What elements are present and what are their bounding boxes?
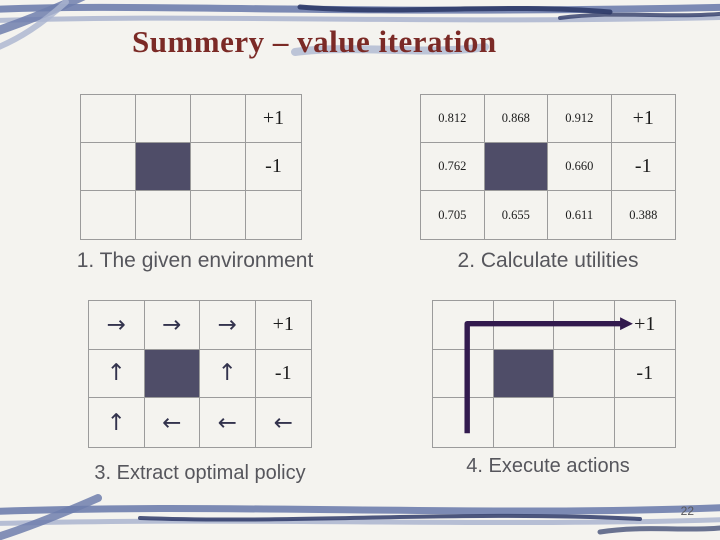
utility-cell: 0.912: [548, 95, 612, 143]
arrow-cell: ←: [273, 409, 293, 436]
arrow-cell: →: [89, 301, 145, 350]
brush-stroke: [0, 14, 720, 23]
caption-utilities: 2. Calculate utilities: [457, 249, 639, 272]
utility-cell: 0.762: [421, 143, 485, 191]
caption-execute: 4. Execute actions: [466, 455, 630, 477]
wall-cell: [493, 349, 554, 399]
grid-cell: [191, 95, 246, 143]
arrow-cell: ↑: [200, 349, 256, 399]
brush-stroke: [558, 11, 720, 20]
utility-cell: 0.660: [548, 143, 612, 191]
wall-cell: [144, 349, 200, 399]
grid-cell: [433, 301, 494, 350]
utility-cell: 0.655: [485, 191, 548, 239]
arrow-cell: ↑: [89, 349, 145, 399]
brush-stroke: [297, 4, 613, 15]
brush-stroke: [0, 504, 720, 515]
slide-title: Summery – value iteration: [132, 24, 497, 59]
grid-cell: [136, 95, 191, 143]
page-number: 22: [680, 504, 694, 518]
grid-cell: [615, 398, 676, 447]
grid-cell: [433, 398, 494, 447]
brush-stroke: [597, 525, 720, 535]
bottom-brush-decoration: [0, 494, 720, 540]
reward-cell: -1: [614, 350, 675, 399]
brush-stroke: [0, 0, 86, 35]
reward-cell: -1: [255, 350, 311, 399]
brush-stroke: [0, 3, 720, 14]
grid-cell: [554, 349, 615, 399]
reward-cell: +1: [614, 301, 675, 350]
utility-cell: 0.705: [421, 191, 485, 239]
utility-cell: 0.388: [629, 207, 658, 222]
reward-cell: -1: [611, 143, 675, 191]
utility-cell: 0.611: [548, 191, 612, 239]
reward-cell: -1: [246, 143, 301, 191]
grid-cell: [136, 191, 191, 239]
grid-cell: [191, 143, 246, 191]
reward-cell: +1: [246, 95, 301, 143]
execute-grid: +1 -1: [432, 300, 676, 448]
environment-grid: +1 -1: [80, 94, 302, 240]
grid-cell: [554, 301, 615, 350]
reward-cell: +1: [255, 301, 311, 350]
wall-cell: [484, 143, 548, 191]
reward-cell: +1: [611, 95, 675, 143]
grid-cell: [433, 349, 494, 399]
grid-cell: [246, 191, 301, 239]
arrow-cell: ←: [145, 398, 200, 447]
grid-cell: [191, 191, 246, 239]
caption-environment: 1. The given environment: [76, 249, 314, 272]
utility-cell: 0.812: [421, 95, 485, 143]
grid-cell: [81, 95, 136, 143]
caption-policy: 3. Extract optimal policy: [94, 462, 306, 484]
grid-cell: [81, 143, 136, 191]
grid-cell: [494, 398, 554, 447]
wall-cell: [136, 143, 191, 191]
brush-stroke: [0, 0, 69, 50]
brush-stroke: [0, 494, 102, 540]
arrow-cell: ←: [200, 398, 256, 447]
grid-cell: [493, 301, 554, 350]
arrow-cell: →: [200, 301, 256, 350]
grid-cell: [81, 191, 136, 239]
grid-cell: [554, 398, 615, 447]
policy-grid: → → → +1 ↑ ↑ -1 ↑ ← ← ←: [88, 300, 312, 448]
utility-cell: 0.868: [484, 95, 548, 143]
utilities-grid: 0.812 0.868 0.912 +1 0.762 0.660 -1 0.70…: [420, 94, 676, 240]
brush-stroke: [138, 513, 642, 522]
arrow-cell: ↑: [89, 398, 145, 447]
arrow-cell: →: [144, 301, 200, 350]
brush-stroke: [0, 517, 720, 526]
